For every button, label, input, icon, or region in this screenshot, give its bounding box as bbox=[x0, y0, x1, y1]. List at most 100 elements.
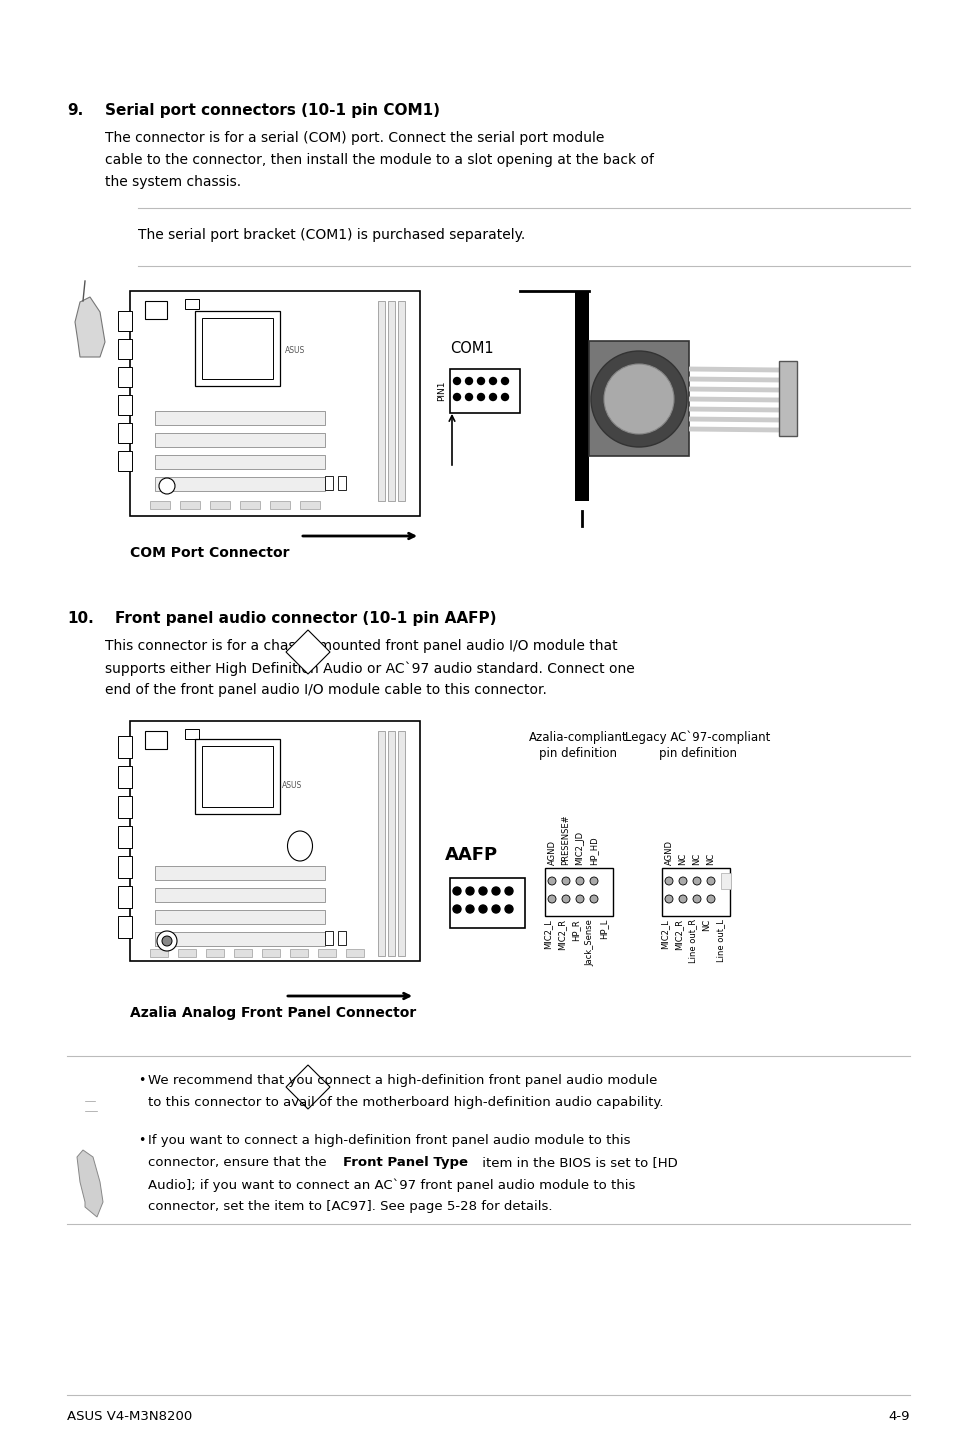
Text: HP_R: HP_R bbox=[571, 919, 579, 940]
Circle shape bbox=[603, 364, 673, 434]
Circle shape bbox=[465, 394, 472, 401]
Polygon shape bbox=[77, 1150, 103, 1217]
Bar bbox=[118, 311, 132, 331]
Bar bbox=[233, 949, 252, 958]
Bar bbox=[154, 411, 325, 426]
Circle shape bbox=[706, 894, 714, 903]
Circle shape bbox=[489, 378, 496, 384]
Text: COM Port Connector: COM Port Connector bbox=[130, 546, 289, 559]
Bar bbox=[154, 910, 325, 925]
Text: MIC2_JD: MIC2_JD bbox=[575, 831, 584, 866]
Text: Azalia Analog Front Panel Connector: Azalia Analog Front Panel Connector bbox=[130, 1007, 416, 1020]
Circle shape bbox=[547, 894, 556, 903]
Text: •: • bbox=[138, 1074, 145, 1087]
Bar bbox=[202, 318, 273, 380]
Bar bbox=[337, 930, 346, 945]
Bar bbox=[450, 370, 519, 413]
Text: 9.: 9. bbox=[67, 104, 83, 118]
Text: pin definition: pin definition bbox=[538, 746, 617, 761]
Bar bbox=[194, 311, 280, 385]
Bar bbox=[388, 301, 395, 500]
Bar bbox=[317, 949, 335, 958]
Circle shape bbox=[157, 930, 177, 951]
Circle shape bbox=[561, 894, 569, 903]
Bar bbox=[118, 452, 132, 472]
Circle shape bbox=[576, 894, 583, 903]
Bar bbox=[661, 869, 729, 916]
Bar bbox=[118, 825, 132, 848]
Bar bbox=[377, 731, 385, 956]
Polygon shape bbox=[286, 1066, 330, 1109]
Bar bbox=[185, 729, 199, 739]
Bar bbox=[202, 746, 273, 807]
Text: MIC2_L: MIC2_L bbox=[659, 919, 669, 949]
Polygon shape bbox=[75, 298, 105, 357]
Text: to this connector to avail of the motherboard high-definition audio capability.: to this connector to avail of the mother… bbox=[148, 1096, 662, 1109]
Bar bbox=[210, 500, 230, 509]
Text: NC: NC bbox=[692, 853, 700, 866]
Bar bbox=[118, 339, 132, 360]
Bar bbox=[346, 949, 364, 958]
Text: MIC2_L: MIC2_L bbox=[543, 919, 552, 949]
Circle shape bbox=[477, 394, 484, 401]
Circle shape bbox=[465, 378, 472, 384]
Bar bbox=[178, 949, 195, 958]
Circle shape bbox=[465, 887, 474, 894]
Text: The connector is for a serial (COM) port. Connect the serial port module: The connector is for a serial (COM) port… bbox=[105, 131, 604, 145]
Bar bbox=[720, 873, 730, 889]
Circle shape bbox=[589, 877, 598, 884]
Text: •: • bbox=[138, 1135, 145, 1148]
Text: cable to the connector, then install the module to a slot opening at the back of: cable to the connector, then install the… bbox=[105, 152, 654, 167]
Polygon shape bbox=[286, 630, 330, 674]
Text: item in the BIOS is set to [HD: item in the BIOS is set to [HD bbox=[477, 1156, 677, 1169]
Text: We recommend that you connect a high-definition front panel audio module: We recommend that you connect a high-def… bbox=[148, 1074, 657, 1087]
Text: The serial port bracket (COM1) is purchased separately.: The serial port bracket (COM1) is purcha… bbox=[138, 229, 525, 242]
Text: supports either High Definition Audio or AC`97 audio standard. Connect one: supports either High Definition Audio or… bbox=[105, 661, 634, 676]
Bar bbox=[588, 341, 688, 456]
Circle shape bbox=[706, 877, 714, 884]
Text: Line out_L: Line out_L bbox=[716, 919, 724, 962]
Text: Front panel audio connector (10-1 pin AAFP): Front panel audio connector (10-1 pin AA… bbox=[115, 611, 496, 626]
Bar bbox=[118, 856, 132, 879]
Bar bbox=[118, 395, 132, 416]
Bar bbox=[118, 423, 132, 443]
Circle shape bbox=[501, 378, 508, 384]
Text: connector, set the item to [AC97]. See page 5-28 for details.: connector, set the item to [AC97]. See p… bbox=[148, 1199, 552, 1214]
Circle shape bbox=[489, 394, 496, 401]
Circle shape bbox=[465, 905, 474, 913]
Text: Azalia-compliant: Azalia-compliant bbox=[528, 731, 627, 743]
Bar bbox=[118, 367, 132, 387]
Bar bbox=[145, 301, 167, 319]
Bar bbox=[450, 879, 524, 928]
Circle shape bbox=[159, 477, 174, 495]
Circle shape bbox=[679, 877, 686, 884]
Bar bbox=[154, 866, 325, 880]
Bar bbox=[206, 949, 224, 958]
Circle shape bbox=[692, 877, 700, 884]
Circle shape bbox=[453, 905, 460, 913]
Text: MIC2_R: MIC2_R bbox=[674, 919, 682, 951]
Text: ASUS: ASUS bbox=[282, 781, 302, 789]
Bar bbox=[118, 766, 132, 788]
Bar bbox=[180, 500, 200, 509]
Text: AAFP: AAFP bbox=[444, 846, 497, 864]
Bar bbox=[130, 290, 419, 516]
Bar bbox=[154, 454, 325, 469]
Bar bbox=[779, 361, 796, 436]
Circle shape bbox=[453, 394, 460, 401]
Circle shape bbox=[453, 378, 460, 384]
Text: MIC2_R: MIC2_R bbox=[557, 919, 566, 951]
Circle shape bbox=[501, 394, 508, 401]
Circle shape bbox=[576, 877, 583, 884]
Circle shape bbox=[492, 887, 499, 894]
Text: Jack_Sense: Jack_Sense bbox=[585, 919, 594, 966]
Bar bbox=[290, 949, 308, 958]
Bar bbox=[388, 731, 395, 956]
Bar bbox=[154, 477, 325, 490]
Bar bbox=[118, 736, 132, 758]
Bar bbox=[299, 500, 319, 509]
Bar bbox=[154, 433, 325, 447]
Text: 4-9: 4-9 bbox=[887, 1411, 909, 1424]
Bar bbox=[397, 731, 405, 956]
Text: NC: NC bbox=[701, 919, 711, 932]
